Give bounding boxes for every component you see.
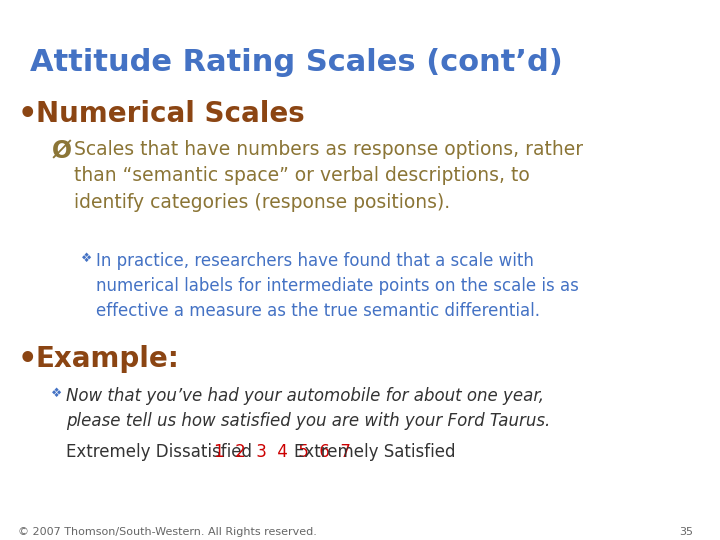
Text: ❖: ❖ [51, 388, 63, 401]
Text: •: • [18, 345, 37, 374]
Text: Attitude Rating Scales (cont’d): Attitude Rating Scales (cont’d) [30, 48, 562, 77]
Text: Now that you’ve had your automobile for about one year,
please tell us how satis: Now that you’ve had your automobile for … [66, 388, 550, 430]
Text: Scales that have numbers as response options, rather
than “semantic space” or ve: Scales that have numbers as response opt… [74, 140, 583, 212]
Text: •: • [18, 100, 37, 129]
Text: Extremely Dissatisfied: Extremely Dissatisfied [66, 443, 252, 461]
Text: Numerical Scales: Numerical Scales [35, 100, 305, 128]
Text: In practice, researchers have found that a scale with
numerical labels for inter: In practice, researchers have found that… [96, 252, 579, 320]
Text: Example:: Example: [35, 345, 179, 373]
Text: © 2007 Thomson/South-Western. All Rights reserved.: © 2007 Thomson/South-Western. All Rights… [18, 527, 317, 537]
Text: Extremely Satisfied: Extremely Satisfied [294, 443, 456, 461]
Text: 1  2  3  4  5  6  7: 1 2 3 4 5 6 7 [215, 443, 351, 461]
Text: Ø: Ø [51, 140, 71, 164]
Text: 35: 35 [679, 527, 693, 537]
Text: ❖: ❖ [81, 252, 92, 265]
